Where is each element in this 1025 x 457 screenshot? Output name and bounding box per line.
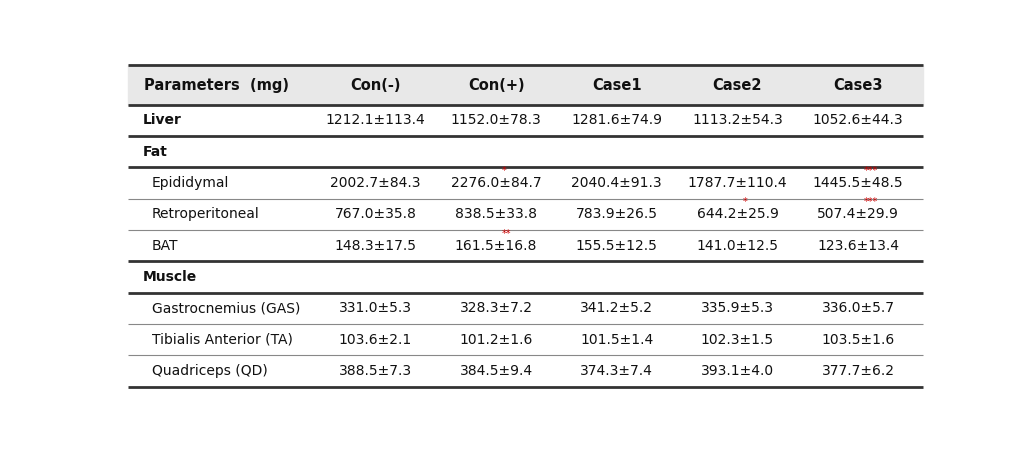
Text: 1281.6±74.9: 1281.6±74.9 [571, 113, 662, 128]
Text: 384.5±9.4: 384.5±9.4 [459, 364, 533, 378]
Text: 102.3±1.5: 102.3±1.5 [701, 333, 774, 347]
Text: Fat: Fat [142, 145, 167, 159]
Text: 1787.7±110.4: 1787.7±110.4 [688, 176, 787, 190]
Text: 335.9±5.3: 335.9±5.3 [701, 301, 774, 315]
Text: 783.9±26.5: 783.9±26.5 [576, 207, 658, 222]
Text: *: * [501, 166, 506, 176]
Text: Gastrocnemius (GAS): Gastrocnemius (GAS) [152, 301, 300, 315]
Text: Con(-): Con(-) [351, 78, 401, 93]
Text: Con(+): Con(+) [467, 78, 525, 93]
Text: 161.5±16.8: 161.5±16.8 [455, 239, 537, 253]
Text: 103.6±2.1: 103.6±2.1 [338, 333, 412, 347]
Text: Epididymal: Epididymal [152, 176, 230, 190]
Text: 1052.6±44.3: 1052.6±44.3 [813, 113, 903, 128]
Text: 155.5±12.5: 155.5±12.5 [576, 239, 658, 253]
Text: 1445.5±48.5: 1445.5±48.5 [813, 176, 903, 190]
Text: 103.5±1.6: 103.5±1.6 [822, 333, 895, 347]
Text: 1212.1±113.4: 1212.1±113.4 [326, 113, 425, 128]
Text: 2002.7±84.3: 2002.7±84.3 [330, 176, 420, 190]
Text: 1113.2±54.3: 1113.2±54.3 [692, 113, 783, 128]
Text: ***: *** [864, 197, 878, 207]
Text: 123.6±13.4: 123.6±13.4 [817, 239, 899, 253]
Bar [128, 65, 922, 105]
Text: 331.0±5.3: 331.0±5.3 [339, 301, 412, 315]
Text: *: * [743, 197, 748, 207]
Text: 336.0±5.7: 336.0±5.7 [822, 301, 895, 315]
Text: 1152.0±78.3: 1152.0±78.3 [451, 113, 541, 128]
Text: 141.0±12.5: 141.0±12.5 [696, 239, 778, 253]
Text: 388.5±7.3: 388.5±7.3 [339, 364, 412, 378]
Text: 2040.4±91.3: 2040.4±91.3 [572, 176, 662, 190]
Text: 377.7±6.2: 377.7±6.2 [822, 364, 895, 378]
Text: Retroperitoneal: Retroperitoneal [152, 207, 259, 222]
Text: 101.5±1.4: 101.5±1.4 [580, 333, 653, 347]
Text: 507.4±29.9: 507.4±29.9 [817, 207, 899, 222]
Text: Liver: Liver [142, 113, 181, 128]
Text: 644.2±25.9: 644.2±25.9 [697, 207, 778, 222]
Text: Case3: Case3 [833, 78, 883, 93]
Text: ***: *** [864, 166, 878, 176]
Text: **: ** [501, 229, 511, 239]
Text: 374.3±7.4: 374.3±7.4 [580, 364, 653, 378]
Text: 101.2±1.6: 101.2±1.6 [459, 333, 533, 347]
Text: Quadriceps (QD): Quadriceps (QD) [152, 364, 268, 378]
Text: 148.3±17.5: 148.3±17.5 [334, 239, 416, 253]
Text: 767.0±35.8: 767.0±35.8 [334, 207, 416, 222]
Text: Case1: Case1 [592, 78, 642, 93]
Text: BAT: BAT [152, 239, 178, 253]
Text: Case2: Case2 [712, 78, 763, 93]
Text: Parameters  (mg): Parameters (mg) [144, 78, 289, 93]
Text: 2276.0±84.7: 2276.0±84.7 [451, 176, 541, 190]
Text: 393.1±4.0: 393.1±4.0 [701, 364, 774, 378]
Text: 838.5±33.8: 838.5±33.8 [455, 207, 537, 222]
Text: Tibialis Anterior (TA): Tibialis Anterior (TA) [152, 333, 293, 347]
Text: 341.2±5.2: 341.2±5.2 [580, 301, 653, 315]
Text: 328.3±7.2: 328.3±7.2 [459, 301, 533, 315]
Text: Muscle: Muscle [142, 270, 197, 284]
